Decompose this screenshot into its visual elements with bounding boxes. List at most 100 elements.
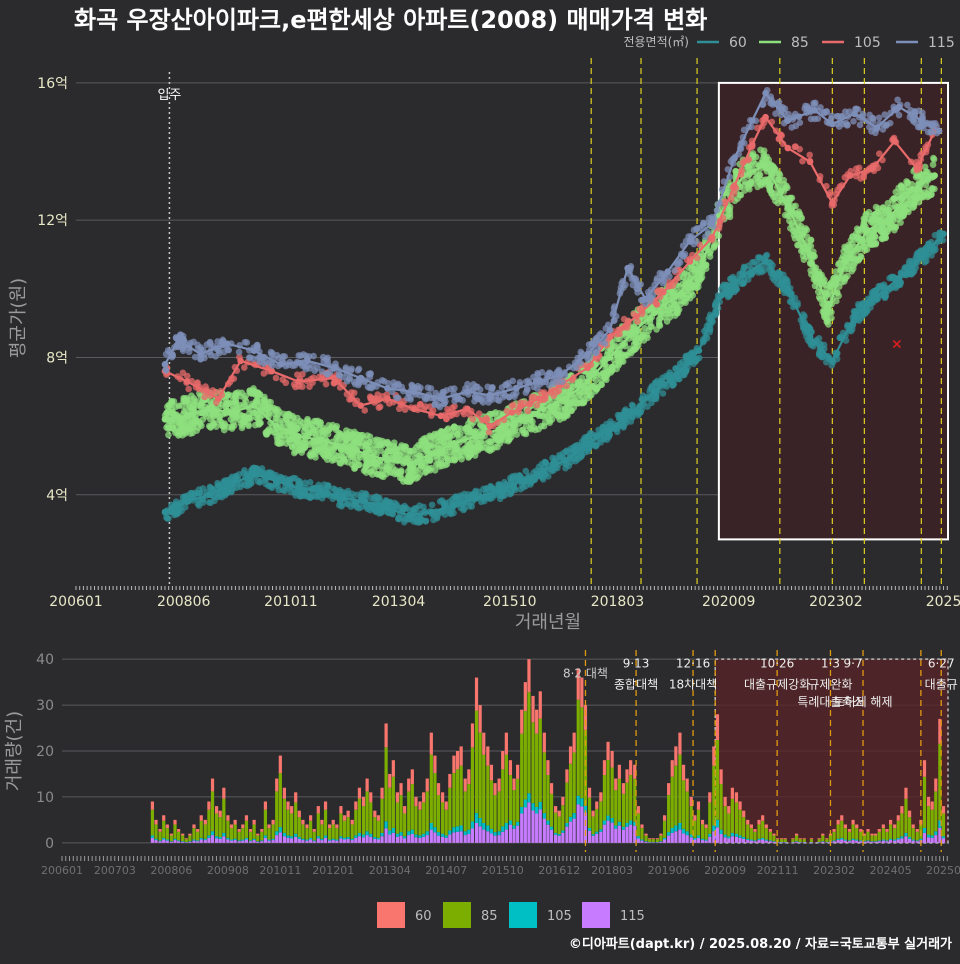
scatter-point-85 bbox=[766, 187, 773, 194]
data-point-105 bbox=[464, 406, 471, 413]
data-point-60 bbox=[807, 334, 814, 341]
scatter-point-85 bbox=[266, 409, 273, 416]
data-point-105 bbox=[660, 289, 667, 296]
data-point-60 bbox=[362, 498, 369, 505]
scatter-point-85 bbox=[171, 398, 178, 405]
scatter-point-85 bbox=[175, 432, 182, 439]
scatter-point-85 bbox=[367, 433, 374, 440]
scatter-point-60 bbox=[623, 419, 630, 426]
data-point-105 bbox=[731, 183, 738, 190]
data-point-105 bbox=[268, 368, 275, 375]
scatter-point-85 bbox=[592, 388, 599, 395]
scatter-point-105 bbox=[792, 144, 799, 151]
scatter-point-115 bbox=[904, 102, 911, 109]
x-axis-title: 거래년월 bbox=[515, 612, 581, 633]
scatter-point-85 bbox=[842, 245, 849, 252]
scatter-point-60 bbox=[338, 502, 345, 509]
scatter-point-85 bbox=[444, 461, 451, 468]
scatter-point-60 bbox=[539, 474, 546, 481]
scatter-point-60 bbox=[248, 479, 255, 486]
scatter-point-105 bbox=[185, 386, 192, 393]
scatter-point-115 bbox=[932, 120, 939, 127]
data-point-60 bbox=[896, 275, 903, 282]
scatter-point-115 bbox=[896, 112, 903, 119]
x-tick-label: 200601 bbox=[49, 594, 102, 610]
scatter-point-85 bbox=[874, 209, 881, 216]
data-point-85 bbox=[162, 416, 169, 423]
scatter-point-85 bbox=[169, 423, 176, 430]
scatter-point-85 bbox=[930, 155, 937, 162]
scatter-point-85 bbox=[697, 274, 704, 281]
data-point-105 bbox=[509, 409, 516, 416]
data-point-105 bbox=[184, 378, 191, 385]
scatter-point-105 bbox=[261, 370, 268, 377]
scatter-point-85 bbox=[363, 442, 370, 449]
scatter-point-60 bbox=[542, 459, 549, 466]
data-point-85 bbox=[362, 450, 369, 457]
data-point-85 bbox=[762, 162, 769, 169]
scatter-point-60 bbox=[508, 488, 515, 495]
scatter-point-105 bbox=[323, 381, 330, 388]
data-point-85 bbox=[584, 378, 591, 385]
scatter-point-115 bbox=[671, 267, 678, 274]
y-tick-label: 4억 bbox=[46, 488, 68, 504]
scatter-point-85 bbox=[913, 174, 920, 181]
scatter-point-115 bbox=[236, 349, 243, 356]
data-point-85 bbox=[540, 406, 547, 413]
scatter-point-85 bbox=[384, 449, 391, 456]
scatter-point-85 bbox=[891, 196, 898, 203]
scatter-point-85 bbox=[402, 443, 409, 450]
scatter-point-85 bbox=[853, 230, 860, 237]
scatter-point-60 bbox=[670, 382, 677, 389]
data-point-105 bbox=[411, 406, 418, 413]
scatter-point-60 bbox=[886, 275, 893, 282]
data-point-60 bbox=[607, 426, 614, 433]
scatter-point-60 bbox=[755, 269, 762, 276]
data-point-105 bbox=[438, 413, 445, 420]
data-point-105 bbox=[807, 159, 814, 166]
scatter-point-85 bbox=[914, 193, 921, 200]
scatter-point-115 bbox=[225, 346, 232, 353]
scatter-point-85 bbox=[643, 332, 650, 339]
scatter-point-85 bbox=[868, 218, 875, 225]
data-point-85 bbox=[785, 203, 792, 210]
scatter-point-85 bbox=[670, 300, 677, 307]
scatter-point-85 bbox=[604, 369, 611, 376]
x-tick-label: 200806 bbox=[157, 594, 211, 610]
scatter-point-115 bbox=[476, 395, 483, 402]
scatter-point-85 bbox=[531, 424, 538, 431]
scatter-point-60 bbox=[496, 481, 503, 488]
scatter-point-115 bbox=[506, 394, 513, 401]
data-point-105 bbox=[357, 402, 364, 409]
data-point-60 bbox=[273, 478, 280, 485]
scatter-point-60 bbox=[552, 455, 559, 462]
scatter-point-85 bbox=[312, 427, 319, 434]
scatter-point-85 bbox=[253, 392, 260, 399]
scatter-point-115 bbox=[876, 114, 883, 121]
scatter-point-85 bbox=[456, 452, 463, 459]
x-tick-label: 202009 bbox=[702, 594, 755, 610]
scatter-point-115 bbox=[464, 381, 471, 388]
scatter-point-60 bbox=[368, 495, 375, 502]
scatter-point-85 bbox=[406, 471, 413, 478]
scatter-point-85 bbox=[476, 445, 483, 452]
scatter-point-85 bbox=[738, 192, 745, 199]
x-tick-label: 201803 bbox=[591, 594, 644, 610]
data-point-85 bbox=[340, 443, 347, 450]
scatter-point-85 bbox=[674, 309, 681, 316]
data-point-85 bbox=[931, 172, 938, 179]
data-point-60 bbox=[473, 495, 480, 502]
legend-title: 전용면적(㎡) bbox=[623, 35, 689, 49]
scatter-point-85 bbox=[187, 426, 194, 433]
scatter-point-85 bbox=[183, 406, 190, 413]
scatter-point-85 bbox=[487, 446, 494, 453]
scatter-point-85 bbox=[357, 432, 364, 439]
data-point-105 bbox=[914, 165, 921, 172]
scatter-point-85 bbox=[741, 178, 748, 185]
scatter-point-60 bbox=[429, 502, 436, 509]
scatter-point-60 bbox=[308, 493, 315, 500]
scatter-point-85 bbox=[757, 172, 764, 179]
data-point-60 bbox=[874, 292, 881, 299]
